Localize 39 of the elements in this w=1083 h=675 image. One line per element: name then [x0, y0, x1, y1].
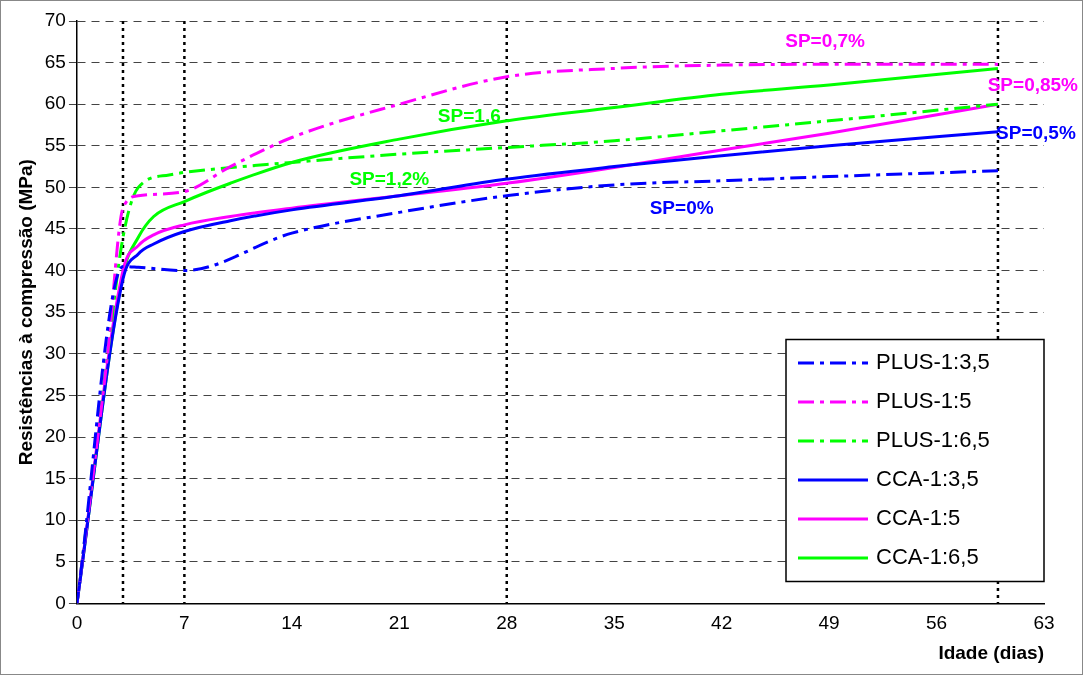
y-tick-label: 5: [55, 550, 66, 572]
x-tick-label: 28: [496, 612, 518, 634]
y-tick-label: 0: [55, 591, 66, 613]
annotation: SP=0,85%: [987, 74, 1079, 96]
annotation: SP=0,5%: [996, 121, 1076, 143]
x-tick-label: 49: [818, 612, 840, 634]
legend-label: CCA-1:6,5: [876, 543, 979, 569]
y-tick-label: 30: [44, 342, 66, 364]
x-tick-label: 35: [603, 612, 625, 634]
annotation: SP=0,7%: [785, 30, 866, 52]
legend-label: PLUS-1:3,5: [876, 348, 990, 374]
legend-label: CCA-1:3,5: [876, 465, 979, 491]
y-tick-label: 45: [44, 217, 66, 239]
x-tick-label: 56: [925, 612, 948, 634]
y-tick-label: 15: [44, 466, 66, 488]
x-tick-label: 63: [1033, 612, 1055, 634]
x-tick-label: 42: [711, 612, 733, 634]
x-tick-label: 21: [388, 612, 410, 634]
annotation: SP=0%: [649, 196, 714, 218]
legend-label: CCA-1:5: [876, 504, 961, 530]
y-tick-label: 20: [44, 425, 66, 447]
y-tick-label: 65: [44, 50, 66, 72]
y-tick-label: 60: [44, 92, 66, 114]
x-tick-label: 14: [281, 612, 303, 634]
y-tick-label: 50: [44, 175, 66, 197]
y-tick-label: 25: [44, 383, 66, 405]
y-tick-label: 55: [44, 134, 66, 156]
x-tick-label: 0: [71, 612, 83, 634]
y-tick-label: 40: [44, 258, 66, 280]
y-tick-label: 70: [44, 9, 66, 31]
y-tick-label: 10: [44, 508, 66, 530]
x-axis-title: Idade (dias): [938, 641, 1044, 663]
annotation: SP=1,6: [437, 105, 501, 127]
legend-label: PLUS-1:5: [876, 387, 972, 413]
x-tick-label: 7: [179, 612, 190, 634]
annotation: SP=1,2%: [349, 168, 430, 190]
legend-label: PLUS-1:6,5: [876, 426, 990, 452]
y-axis-title: Resistências à compressão (MPa): [14, 159, 36, 466]
y-tick-label: 35: [44, 300, 66, 322]
